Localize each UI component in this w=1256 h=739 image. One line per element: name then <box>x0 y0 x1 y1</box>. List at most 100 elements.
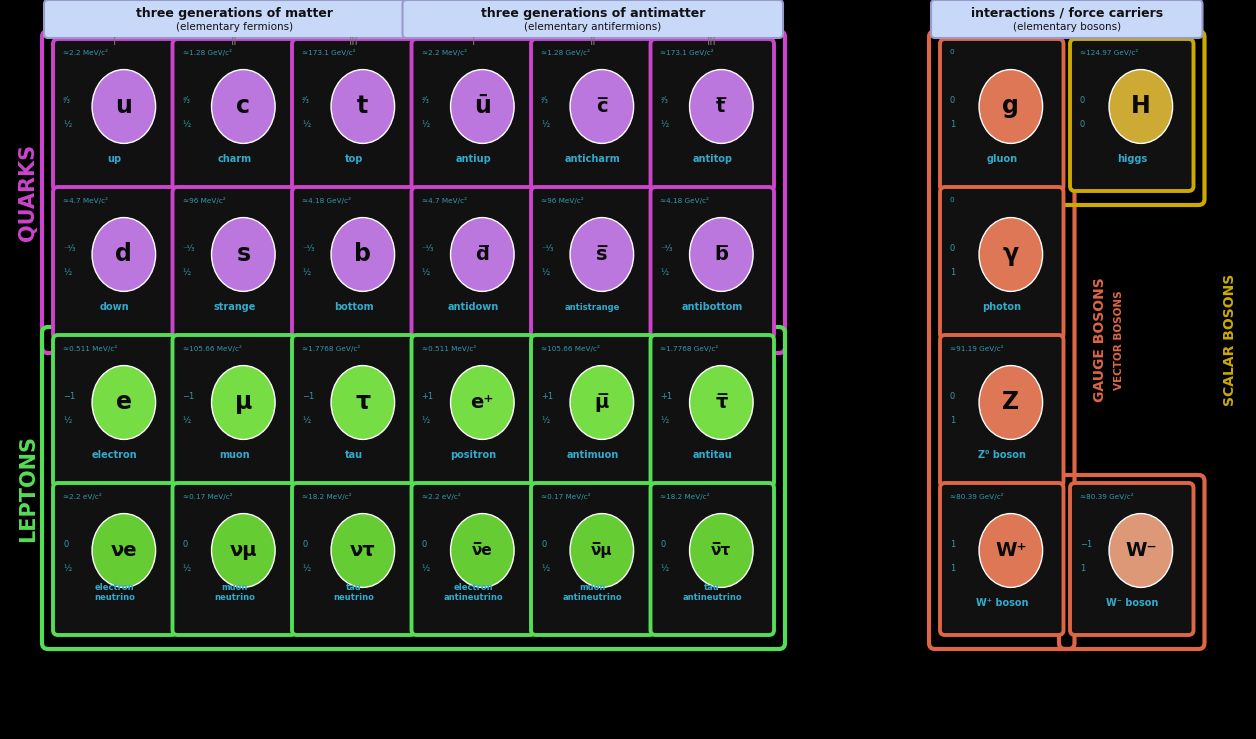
Text: ≈173.1 GeV/c²: ≈173.1 GeV/c² <box>301 49 355 56</box>
Text: tau: tau <box>344 450 363 460</box>
Ellipse shape <box>451 69 514 143</box>
FancyBboxPatch shape <box>412 187 535 339</box>
FancyBboxPatch shape <box>939 39 1064 191</box>
Text: ≈124.97 GeV/c²: ≈124.97 GeV/c² <box>1080 49 1138 56</box>
FancyBboxPatch shape <box>172 39 296 191</box>
Text: ντ: ντ <box>350 541 376 560</box>
Text: ≈2.2 eV/c²: ≈2.2 eV/c² <box>422 493 460 500</box>
FancyBboxPatch shape <box>53 483 177 635</box>
Text: up: up <box>108 154 122 164</box>
Text: muon: muon <box>219 450 250 460</box>
Text: ²⁄₃: ²⁄₃ <box>661 96 668 105</box>
Text: anticharm: anticharm <box>565 154 620 164</box>
Text: ≈2.2 MeV/c²: ≈2.2 MeV/c² <box>422 49 466 56</box>
Text: ⁻¹⁄₃: ⁻¹⁄₃ <box>422 245 433 253</box>
Text: ≈4.7 MeV/c²: ≈4.7 MeV/c² <box>422 197 466 204</box>
Ellipse shape <box>211 217 275 291</box>
Text: I: I <box>113 37 117 47</box>
Text: 0: 0 <box>950 197 955 203</box>
Text: c: c <box>236 95 250 118</box>
Text: 0: 0 <box>661 540 666 549</box>
Ellipse shape <box>978 69 1042 143</box>
Text: ½: ½ <box>63 417 72 426</box>
Text: τ̅: τ̅ <box>715 393 727 412</box>
Text: ½: ½ <box>301 565 310 573</box>
Text: ≈0.511 MeV/c²: ≈0.511 MeV/c² <box>422 345 476 352</box>
Text: ≈18.2 MeV/c²: ≈18.2 MeV/c² <box>661 493 710 500</box>
Text: ²⁄₃: ²⁄₃ <box>422 96 430 105</box>
Text: ≈2.2 eV/c²: ≈2.2 eV/c² <box>63 493 102 500</box>
Text: ½: ½ <box>182 565 191 573</box>
Text: ⁻¹⁄₃: ⁻¹⁄₃ <box>63 245 75 253</box>
Text: s̅: s̅ <box>597 245 608 264</box>
Ellipse shape <box>690 514 754 588</box>
FancyBboxPatch shape <box>53 335 177 487</box>
Text: −1: −1 <box>63 392 75 401</box>
FancyBboxPatch shape <box>44 0 425 38</box>
Text: −1: −1 <box>182 392 195 401</box>
Text: ½: ½ <box>422 268 430 277</box>
FancyBboxPatch shape <box>291 187 416 339</box>
FancyBboxPatch shape <box>412 335 535 487</box>
Text: ≈0.17 MeV/c²: ≈0.17 MeV/c² <box>182 493 232 500</box>
Text: ν̅e: ν̅e <box>472 543 492 558</box>
Text: ≈1.7768 GeV/c²: ≈1.7768 GeV/c² <box>661 345 718 352</box>
Text: ½: ½ <box>661 565 668 573</box>
Text: 0: 0 <box>301 540 308 549</box>
Text: antidown: antidown <box>447 302 499 312</box>
Ellipse shape <box>570 69 633 143</box>
Text: III: III <box>349 37 359 47</box>
Text: ½: ½ <box>422 565 430 573</box>
Text: W⁻: W⁻ <box>1125 541 1157 560</box>
Ellipse shape <box>978 514 1042 588</box>
Text: W⁺: W⁺ <box>995 541 1026 560</box>
Text: t̅: t̅ <box>717 97 726 116</box>
Text: t: t <box>357 95 368 118</box>
Text: γ: γ <box>1002 242 1019 267</box>
Text: νμ: νμ <box>230 541 257 560</box>
Text: ½: ½ <box>422 417 430 426</box>
Ellipse shape <box>690 366 754 440</box>
Text: ū: ū <box>474 95 491 118</box>
FancyBboxPatch shape <box>531 335 654 487</box>
Ellipse shape <box>1109 514 1173 588</box>
Ellipse shape <box>332 514 394 588</box>
Text: 1: 1 <box>950 417 956 426</box>
Ellipse shape <box>451 514 514 588</box>
Text: tau
antineutrino: tau antineutrino <box>682 582 742 602</box>
Text: u: u <box>116 95 132 118</box>
Text: ≈80.39 GeV/c²: ≈80.39 GeV/c² <box>950 493 1004 500</box>
Text: ≈4.18 GeV/c²: ≈4.18 GeV/c² <box>661 197 710 204</box>
Text: ≈91.19 GeV/c²: ≈91.19 GeV/c² <box>950 345 1004 352</box>
Ellipse shape <box>451 217 514 291</box>
Text: three generations of matter: three generations of matter <box>136 7 333 19</box>
Text: d̅: d̅ <box>475 245 490 264</box>
FancyBboxPatch shape <box>291 39 416 191</box>
Text: ²⁄₃: ²⁄₃ <box>541 96 549 105</box>
Text: GAUGE BOSONS: GAUGE BOSONS <box>1093 278 1107 402</box>
Text: −1: −1 <box>301 392 314 401</box>
Text: ≈173.1 GeV/c²: ≈173.1 GeV/c² <box>661 49 715 56</box>
Text: 0: 0 <box>182 540 187 549</box>
Text: ½: ½ <box>301 120 310 129</box>
Text: 0: 0 <box>541 540 546 549</box>
Text: ½: ½ <box>661 268 668 277</box>
FancyBboxPatch shape <box>1070 483 1193 635</box>
FancyBboxPatch shape <box>651 335 774 487</box>
Text: III: III <box>707 37 717 47</box>
Text: ⁻¹⁄₃: ⁻¹⁄₃ <box>301 245 314 253</box>
FancyBboxPatch shape <box>651 483 774 635</box>
Ellipse shape <box>211 366 275 440</box>
Text: ½: ½ <box>541 268 549 277</box>
Text: electron
neutrino: electron neutrino <box>94 582 136 602</box>
Text: 0: 0 <box>950 245 956 253</box>
FancyBboxPatch shape <box>53 187 177 339</box>
Text: II: II <box>589 37 597 47</box>
Text: Z⁰ boson: Z⁰ boson <box>978 450 1026 460</box>
Text: higgs: higgs <box>1117 154 1147 164</box>
Text: bottom: bottom <box>334 302 373 312</box>
Text: ν̅μ: ν̅μ <box>592 542 613 559</box>
Text: e: e <box>116 390 132 415</box>
Text: antimuon: antimuon <box>566 450 619 460</box>
Text: positron: positron <box>450 450 496 460</box>
